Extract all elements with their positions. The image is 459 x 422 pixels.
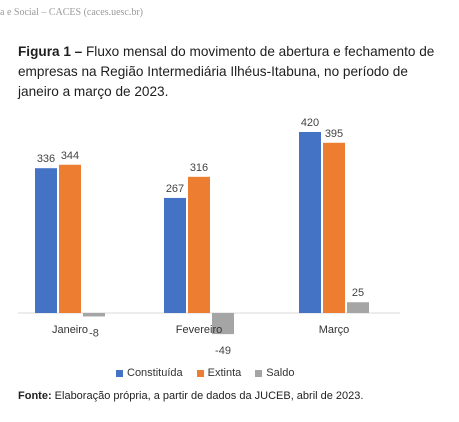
bar-saldo-0 <box>83 313 105 317</box>
data-label-saldo-0: -8 <box>89 327 99 339</box>
data-label-constituida-2: 420 <box>301 117 319 129</box>
source-label: Fonte: <box>18 390 52 402</box>
data-label-constituida-1: 267 <box>166 183 184 195</box>
legend-item-constituida: Constituída <box>116 367 183 379</box>
source-text: Elaboração própria, a partir de dados da… <box>51 390 364 402</box>
journal-header: a e Social – CACES (caces.uesc.br) <box>0 7 144 18</box>
legend-label-saldo: Saldo <box>266 367 295 379</box>
bar-extinta-2 <box>323 142 345 313</box>
legend-label-constituida: Constituída <box>127 367 183 379</box>
figure-label: Figura 1 – <box>18 44 83 59</box>
x-tick-label-1: Fevereiro <box>176 324 222 336</box>
legend-label-extinta: Extinta <box>207 367 242 379</box>
bar-constituida-0 <box>35 168 57 313</box>
bar-constituida-2 <box>299 132 321 313</box>
data-label-extinta-1: 316 <box>190 162 208 174</box>
bar-extinta-1 <box>188 176 210 313</box>
data-label-saldo-2: 25 <box>352 287 364 299</box>
x-tick-label-2: Março <box>319 324 350 336</box>
data-label-extinta-0: 344 <box>61 150 79 162</box>
data-label-saldo-1: -49 <box>215 345 231 357</box>
legend-swatch-saldo <box>255 369 263 377</box>
bar-extinta-0 <box>59 164 81 313</box>
x-tick-label-0: Janeiro <box>52 324 88 336</box>
legend-swatch-constituida <box>116 369 123 377</box>
bar-constituida-1 <box>164 197 186 313</box>
figure-source: Fonte: Elaboração própria, a partir de d… <box>18 390 448 402</box>
data-label-extinta-2: 395 <box>325 128 343 140</box>
bar-saldo-2 <box>347 302 369 313</box>
bar-saldo-1 <box>212 313 234 335</box>
chart-legend: Constituída Extinta Saldo <box>116 367 294 379</box>
legend-swatch-extinta <box>196 369 204 377</box>
legend-item-extinta: Extinta <box>196 367 242 379</box>
figure-caption: Figura 1 – Fluxo mensal do movimento de … <box>18 42 443 102</box>
figure-caption-text: Fluxo mensal do movimento de abertura e … <box>18 44 435 99</box>
legend-item-saldo: Saldo <box>255 367 294 379</box>
data-label-constituida-0: 336 <box>37 153 55 165</box>
